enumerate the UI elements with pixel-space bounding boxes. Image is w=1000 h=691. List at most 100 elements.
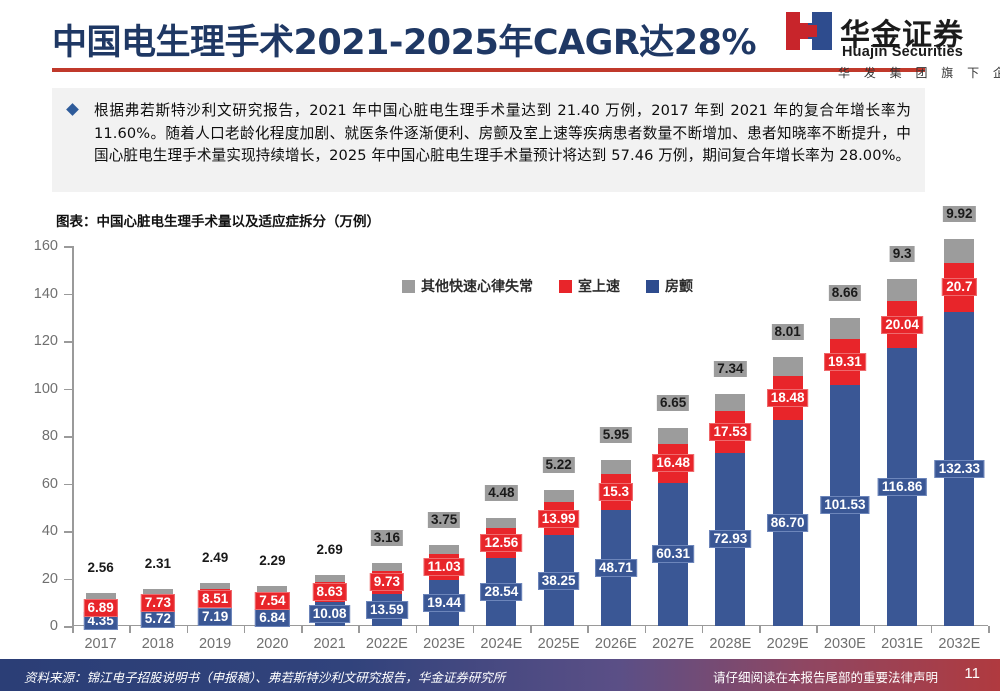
chart-bar[interactable]: 6.84 7.54 2.29 bbox=[255, 554, 290, 627]
bar-value-label-fangchan: 13.59 bbox=[365, 600, 408, 619]
bar-value-label-fangchan: 101.53 bbox=[820, 496, 870, 515]
y-axis-tick bbox=[64, 436, 72, 438]
bar-value-label-other: 5.95 bbox=[599, 426, 633, 443]
legend-item-0[interactable]: 其他快速心律失常 bbox=[402, 276, 533, 296]
bar-value-label-fangchan: 116.86 bbox=[877, 478, 927, 497]
x-axis-tick-label: 2028E bbox=[709, 636, 752, 652]
bar-value-label-shishangsu: 7.73 bbox=[140, 594, 176, 613]
chart-bar[interactable]: 72.93 17.53 7.34 bbox=[709, 360, 752, 626]
x-axis-tick bbox=[472, 626, 475, 633]
y-axis-tick bbox=[64, 388, 72, 390]
footer-divider bbox=[0, 657, 1000, 659]
bar-segment-other bbox=[257, 586, 288, 592]
x-axis-tick-label: 2017 bbox=[84, 636, 117, 652]
x-axis-tick-label: 2031E bbox=[881, 636, 924, 652]
bar-segment-other bbox=[486, 517, 517, 529]
chart-bar[interactable]: 116.86 20.04 9.3 bbox=[877, 245, 927, 626]
bar-segment-other bbox=[772, 357, 803, 377]
bar-value-label-fangchan: 19.44 bbox=[423, 593, 466, 612]
chart-bar[interactable]: 38.25 13.99 5.22 bbox=[537, 456, 580, 626]
x-axis-tick bbox=[415, 626, 417, 633]
x-axis-tick bbox=[72, 626, 74, 633]
x-axis-tick bbox=[701, 626, 704, 633]
logo-subtitle: 华 发 集 团 旗 下 企 业 bbox=[838, 66, 1000, 80]
x-axis-tick-label: 2032E bbox=[938, 636, 981, 652]
chart-container: 0 20 40 60 80 100 120 140 160 4.35 6.89 2.56 5.72 7.… bbox=[0, 206, 1000, 652]
legend-item-2[interactable]: 房颤 bbox=[646, 276, 693, 296]
x-axis-tick bbox=[587, 626, 589, 633]
bar-value-label-fangchan: 5.72 bbox=[140, 610, 176, 629]
legend-swatch-icon bbox=[646, 279, 659, 293]
chart-bar[interactable]: 19.44 11.03 3.75 bbox=[423, 511, 466, 626]
bar-value-label-fangchan: 60.31 bbox=[652, 545, 695, 564]
x-axis-tick-label: 2021 bbox=[313, 636, 346, 652]
legend-item-1[interactable]: 室上速 bbox=[559, 276, 620, 296]
logo-chinese-name: 华金证券 bbox=[840, 18, 964, 53]
y-axis-tick bbox=[64, 626, 72, 628]
bar-value-label-other: 9.92 bbox=[943, 206, 976, 222]
x-axis-tick-label: 2026E bbox=[594, 636, 637, 652]
bar-value-label-other: 2.49 bbox=[201, 549, 229, 565]
x-axis-tick-label: 2027E bbox=[652, 636, 695, 652]
x-axis-tick-label: 2022E bbox=[365, 636, 408, 652]
slide-header: 中国电生理手术2021-2025年CAGR达28% 华金证券 Huajin Se… bbox=[0, 0, 1000, 84]
chart-bar[interactable]: 13.59 9.73 3.16 bbox=[365, 530, 408, 626]
x-axis-tick bbox=[301, 626, 303, 633]
y-axis-tick-label: 60 bbox=[41, 475, 58, 492]
x-axis-tick-label: 2018 bbox=[141, 636, 175, 652]
x-axis-line bbox=[72, 624, 988, 626]
bar-segment-other bbox=[887, 278, 918, 301]
diamond-bullet-icon bbox=[66, 103, 79, 116]
bar-value-label-shishangsu: 18.48 bbox=[766, 389, 809, 408]
bar-value-label-fangchan: 72.93 bbox=[709, 530, 752, 549]
bar-value-label-other: 8.66 bbox=[828, 285, 862, 302]
chart-bar[interactable]: 28.54 12.56 4.48 bbox=[480, 484, 523, 626]
chart-caption: 图表：中国心脏电生理手术量以及适应症拆分（万例） bbox=[56, 214, 380, 230]
x-axis-tick bbox=[358, 626, 360, 633]
bar-value-label-other: 6.65 bbox=[656, 394, 690, 411]
bar-segment-other bbox=[600, 459, 631, 474]
bar-value-label-fangchan: 28.54 bbox=[480, 583, 523, 602]
legend-label: 房颤 bbox=[665, 279, 693, 295]
chart-bar[interactable]: 48.71 15.3 5.95 bbox=[594, 426, 637, 626]
slide-footer: 资料来源：锦江电子招股说明书（申报稿）、弗若斯特沙利文研究报告，华金证券研究所 … bbox=[0, 659, 1000, 691]
bar-value-label-fangchan: 48.71 bbox=[594, 559, 637, 578]
bar-value-label-shishangsu: 6.89 bbox=[83, 598, 118, 617]
bar-value-label-shishangsu: 11.03 bbox=[423, 557, 465, 576]
company-logo: 华金证券 Huajin Securities 华 发 集 团 旗 下 企 业 bbox=[786, 10, 1000, 80]
x-axis-tick bbox=[530, 626, 532, 633]
chart-bar[interactable]: 4.35 6.89 2.56 bbox=[83, 561, 118, 630]
chart-bar[interactable]: 101.53 19.31 8.66 bbox=[820, 285, 870, 626]
x-axis-tick-label: 2025E bbox=[537, 636, 580, 652]
x-axis-tick bbox=[759, 626, 761, 633]
chart-bar[interactable]: 60.31 16.48 6.65 bbox=[652, 394, 695, 626]
chart-bar[interactable]: 132.33 20.7 9.92 bbox=[934, 206, 985, 626]
chart-bar[interactable]: 5.72 7.73 2.31 bbox=[140, 556, 176, 629]
chart-bar[interactable]: 10.08 8.63 2.69 bbox=[308, 543, 351, 626]
chart-legend: 其他快速心律失常 室上速 房颤 bbox=[402, 276, 693, 296]
bar-value-label-other: 2.29 bbox=[259, 553, 286, 569]
bar-segment-other bbox=[85, 593, 116, 600]
chart-bar[interactable]: 86.70 18.48 8.01 bbox=[766, 324, 809, 626]
bar-value-label-other: 7.34 bbox=[714, 360, 747, 377]
y-axis-tick-label: 40 bbox=[41, 523, 58, 539]
x-axis-tick-label: 2030E bbox=[823, 636, 866, 652]
bar-value-label-shishangsu: 9.73 bbox=[369, 573, 405, 592]
bar-value-label-shishangsu: 20.04 bbox=[881, 315, 924, 334]
legend-swatch-icon bbox=[559, 279, 572, 293]
y-axis-line bbox=[72, 246, 74, 626]
bar-segment-other bbox=[371, 563, 402, 571]
bar-value-label-other: 2.31 bbox=[144, 555, 172, 571]
footer-notice: 请仔细阅读在本报告尾部的重要法律声明 bbox=[712, 670, 938, 685]
y-axis-tick bbox=[64, 531, 72, 533]
summary-callout-box: 根据弗若斯特沙利文研究报告，2021 年中国心脏电生理手术量达到 21.40 万… bbox=[52, 88, 925, 192]
y-axis-tick bbox=[64, 341, 72, 343]
bar-value-label-shishangsu: 16.48 bbox=[652, 454, 695, 473]
chart-bar[interactable]: 7.19 8.51 2.49 bbox=[197, 550, 233, 627]
bar-value-label-shishangsu: 8.51 bbox=[197, 589, 233, 608]
bar-value-label-fangchan: 6.84 bbox=[255, 608, 290, 627]
bar-value-label-other: 2.56 bbox=[87, 560, 114, 576]
x-axis-tick-label: 2029E bbox=[766, 636, 809, 652]
legend-label: 其他快速心律失常 bbox=[421, 279, 533, 295]
